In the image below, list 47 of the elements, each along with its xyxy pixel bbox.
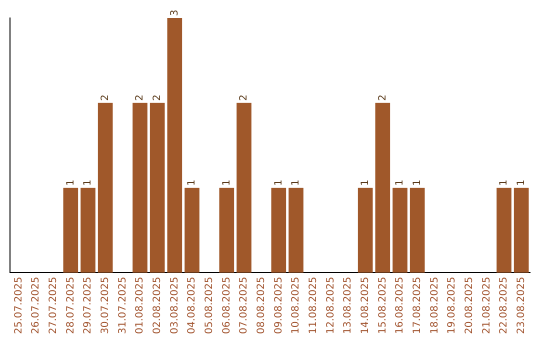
data-label: 1 xyxy=(82,179,94,186)
x-tick-label: 22.08.2025 xyxy=(498,276,510,334)
x-tick-label: 21.08.2025 xyxy=(481,276,492,334)
x-tick-label: 12.08.2025 xyxy=(325,276,336,334)
x-tick-label: 15.08.2025 xyxy=(377,276,388,334)
data-label: 3 xyxy=(169,10,180,16)
x-tick-label: 28.07.2025 xyxy=(65,276,76,334)
data-label: 1 xyxy=(221,179,232,186)
data-label: 1 xyxy=(412,179,423,186)
data-label: 1 xyxy=(290,179,302,186)
x-tick-label: 30.07.2025 xyxy=(100,276,111,334)
x-tick-label: 29.07.2025 xyxy=(82,276,94,334)
data-label: 1 xyxy=(516,179,527,186)
data-label: 2 xyxy=(100,94,111,101)
x-tick-label: 19.08.2025 xyxy=(446,276,458,334)
data-label: 1 xyxy=(186,179,198,186)
x-tick-label: 09.08.2025 xyxy=(273,276,284,334)
data-label: 1 xyxy=(360,179,371,186)
x-tick-label: 25.07.2025 xyxy=(13,276,24,334)
x-tick-label: 17.08.2025 xyxy=(412,276,423,334)
x-tick-label: 04.08.2025 xyxy=(186,276,198,334)
data-label: 1 xyxy=(65,179,76,186)
x-tick-label: 11.08.2025 xyxy=(308,276,319,334)
x-tick-label: 18.08.2025 xyxy=(429,276,440,334)
x-tick-label: 05.08.2025 xyxy=(204,276,215,334)
x-tick-label: 08.08.2025 xyxy=(256,276,267,334)
x-tick-label: 14.08.2025 xyxy=(360,276,371,334)
x-tick-label: 06.08.2025 xyxy=(221,276,232,334)
x-tick-label: 02.08.2025 xyxy=(152,276,163,334)
data-label: 1 xyxy=(273,179,284,186)
x-tick-label: 20.08.2025 xyxy=(464,276,475,334)
data-label: 1 xyxy=(394,179,406,186)
x-tick-label: 03.08.2025 xyxy=(169,276,180,334)
x-tick-label: 13.08.2025 xyxy=(342,276,354,334)
data-label: 2 xyxy=(152,94,163,101)
x-tick-label: 16.08.2025 xyxy=(394,276,406,334)
x-tick-label: 23.08.2025 xyxy=(516,276,527,334)
data-label: 2 xyxy=(238,94,250,101)
x-tick-label: 07.08.2025 xyxy=(238,276,250,334)
x-tick-label: 26.07.2025 xyxy=(30,276,42,334)
data-label: 1 xyxy=(498,179,510,186)
data-label: 2 xyxy=(377,94,388,101)
x-tick-label: 27.07.2025 xyxy=(48,276,59,334)
x-tick-label: 31.07.2025 xyxy=(117,276,128,334)
data-label: 2 xyxy=(134,94,146,101)
x-tick-label: 10.08.2025 xyxy=(290,276,302,334)
x-tick-label: 01.08.2025 xyxy=(134,276,146,334)
